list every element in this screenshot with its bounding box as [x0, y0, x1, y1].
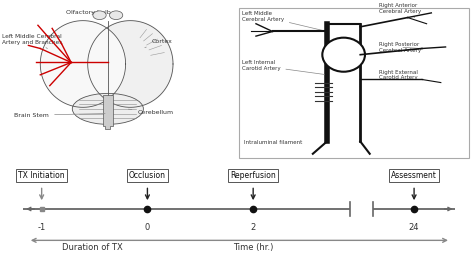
Text: TX Initiation: TX Initiation [18, 171, 65, 180]
Polygon shape [88, 21, 173, 107]
Text: Right Posterior
Cerebral Artery: Right Posterior Cerebral Artery [379, 42, 421, 53]
Text: Duration of TX: Duration of TX [62, 243, 123, 252]
Text: Occlusion: Occlusion [129, 171, 166, 180]
Ellipse shape [322, 38, 365, 72]
Text: Left Internal
Carotid Artery: Left Internal Carotid Artery [242, 60, 324, 75]
Text: Brain Stem: Brain Stem [14, 112, 105, 118]
Text: Cortex: Cortex [145, 39, 173, 47]
Circle shape [93, 11, 106, 20]
FancyBboxPatch shape [239, 8, 469, 158]
Text: -1: -1 [37, 223, 46, 232]
Text: Assessment: Assessment [391, 171, 437, 180]
Text: Left Middle Cerebral
Artery and Branches: Left Middle Cerebral Artery and Branches [2, 34, 63, 49]
Text: Right Anterior
Cerebral Artery: Right Anterior Cerebral Artery [379, 3, 421, 18]
Text: Left Middle
Cerebral Artery: Left Middle Cerebral Artery [242, 11, 324, 31]
Circle shape [109, 11, 123, 20]
Polygon shape [40, 21, 126, 107]
Text: 2: 2 [251, 223, 256, 232]
Text: Right External
Carotid Artery: Right External Carotid Artery [379, 70, 422, 80]
Text: Cerebellum: Cerebellum [128, 109, 173, 115]
Text: 24: 24 [409, 223, 419, 232]
Ellipse shape [72, 93, 143, 124]
Polygon shape [103, 95, 112, 129]
Text: Time (hr.): Time (hr.) [233, 243, 273, 252]
Text: Intraluminal filament: Intraluminal filament [244, 140, 302, 146]
Text: Reperfusion: Reperfusion [230, 171, 276, 180]
Text: Olfactory bulb: Olfactory bulb [66, 10, 111, 15]
Text: 0: 0 [145, 223, 150, 232]
